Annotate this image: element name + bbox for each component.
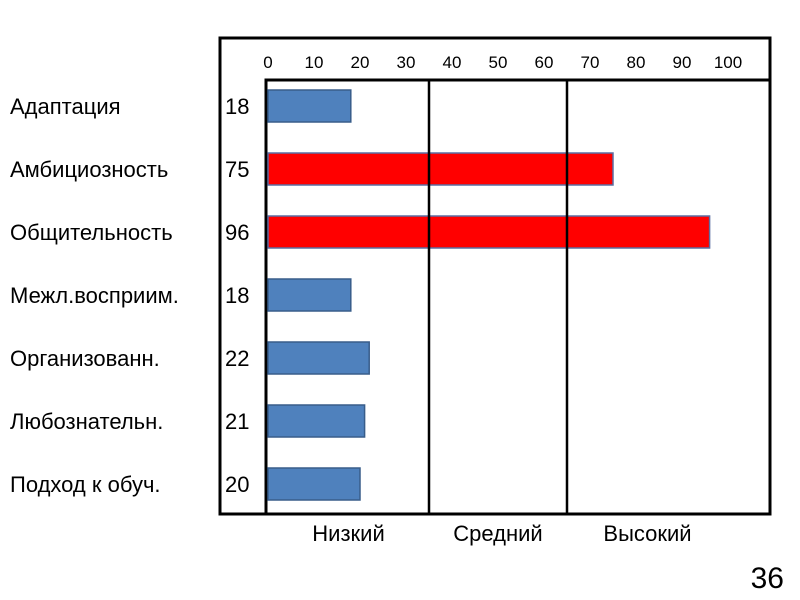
value-label: 21 — [225, 409, 249, 434]
bar — [267, 341, 370, 375]
value-label: 20 — [225, 472, 249, 497]
x-tick-label: 10 — [305, 53, 324, 72]
x-tick-label: 40 — [443, 53, 462, 72]
category-label: Адаптация — [10, 94, 121, 119]
value-label: 18 — [225, 283, 249, 308]
x-tick-label: 60 — [535, 53, 554, 72]
bar — [267, 215, 711, 249]
x-tick-label: 20 — [351, 53, 370, 72]
bar — [267, 89, 352, 123]
x-tick-label: 0 — [263, 53, 272, 72]
bar — [267, 404, 366, 438]
category-label: Межл.восприим. — [10, 283, 179, 308]
x-tick-label: 80 — [627, 53, 646, 72]
page-number: 36 — [750, 562, 784, 595]
category-label: Любознательн. — [10, 409, 163, 434]
category-label: Общительность — [10, 220, 173, 245]
plot-area-frame — [264, 78, 772, 516]
zone-label: Средний — [453, 521, 542, 546]
bar — [267, 278, 352, 312]
value-label: 22 — [225, 346, 249, 371]
value-label: 18 — [225, 94, 249, 119]
x-tick-label: 70 — [581, 53, 600, 72]
bar — [267, 152, 614, 186]
x-tick-label: 50 — [489, 53, 508, 72]
zone-label: Высокий — [603, 521, 691, 546]
x-tick-label: 100 — [714, 53, 742, 72]
bar — [267, 467, 361, 501]
value-label: 75 — [225, 157, 249, 182]
category-label: Подход к обуч. — [10, 472, 161, 497]
category-label: Организованн. — [10, 346, 160, 371]
zone-label: Низкий — [312, 521, 384, 546]
x-tick-label: 30 — [397, 53, 416, 72]
value-label: 96 — [225, 220, 249, 245]
x-tick-label: 90 — [673, 53, 692, 72]
category-label: Амбициозность — [10, 157, 168, 182]
